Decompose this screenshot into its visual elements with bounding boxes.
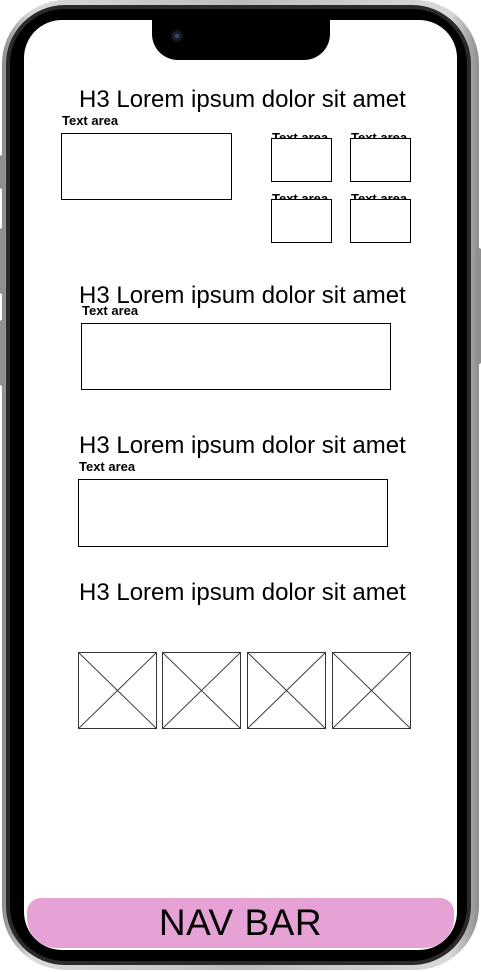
image-placeholder-icon (163, 653, 240, 728)
nav-bar-label: NAV BAR (158, 902, 323, 943)
section-2-text-area-label: Text area (82, 303, 139, 318)
phone-volume-up-button (0, 228, 5, 294)
image-placeholder-icon (248, 653, 325, 728)
section-4-heading: H3 Lorem ipsum dolor sit amet (79, 579, 406, 606)
section-1-text-area[interactable] (61, 133, 232, 200)
section-3-heading: H3 Lorem ipsum dolor sit amet (79, 432, 406, 459)
section-2-text-area[interactable] (81, 323, 391, 390)
small-text-area-1[interactable] (271, 138, 332, 182)
phone-power-button (476, 248, 481, 364)
small-text-area-4[interactable] (350, 199, 411, 243)
image-placeholder-icon (79, 653, 156, 728)
section-1-text-area-label: Text area (62, 113, 119, 128)
small-text-area-3[interactable] (271, 199, 332, 243)
image-placeholder-4 (332, 652, 411, 729)
phone-volume-down-button (0, 320, 5, 386)
section-1-heading: H3 Lorem ipsum dolor sit amet (79, 86, 406, 113)
phone-action-button (0, 155, 5, 189)
section-2-heading: H3 Lorem ipsum dolor sit amet (79, 282, 406, 309)
image-placeholder-3 (247, 652, 326, 729)
image-placeholder-1 (78, 652, 157, 729)
image-placeholder-icon (333, 653, 410, 728)
front-camera-icon (170, 29, 184, 43)
nav-bar[interactable]: NAV BAR (27, 898, 454, 948)
image-placeholder-2 (162, 652, 241, 729)
section-3-text-area-label: Text area (79, 459, 136, 474)
small-text-area-2[interactable] (350, 138, 411, 182)
section-3-text-area[interactable] (78, 479, 388, 547)
